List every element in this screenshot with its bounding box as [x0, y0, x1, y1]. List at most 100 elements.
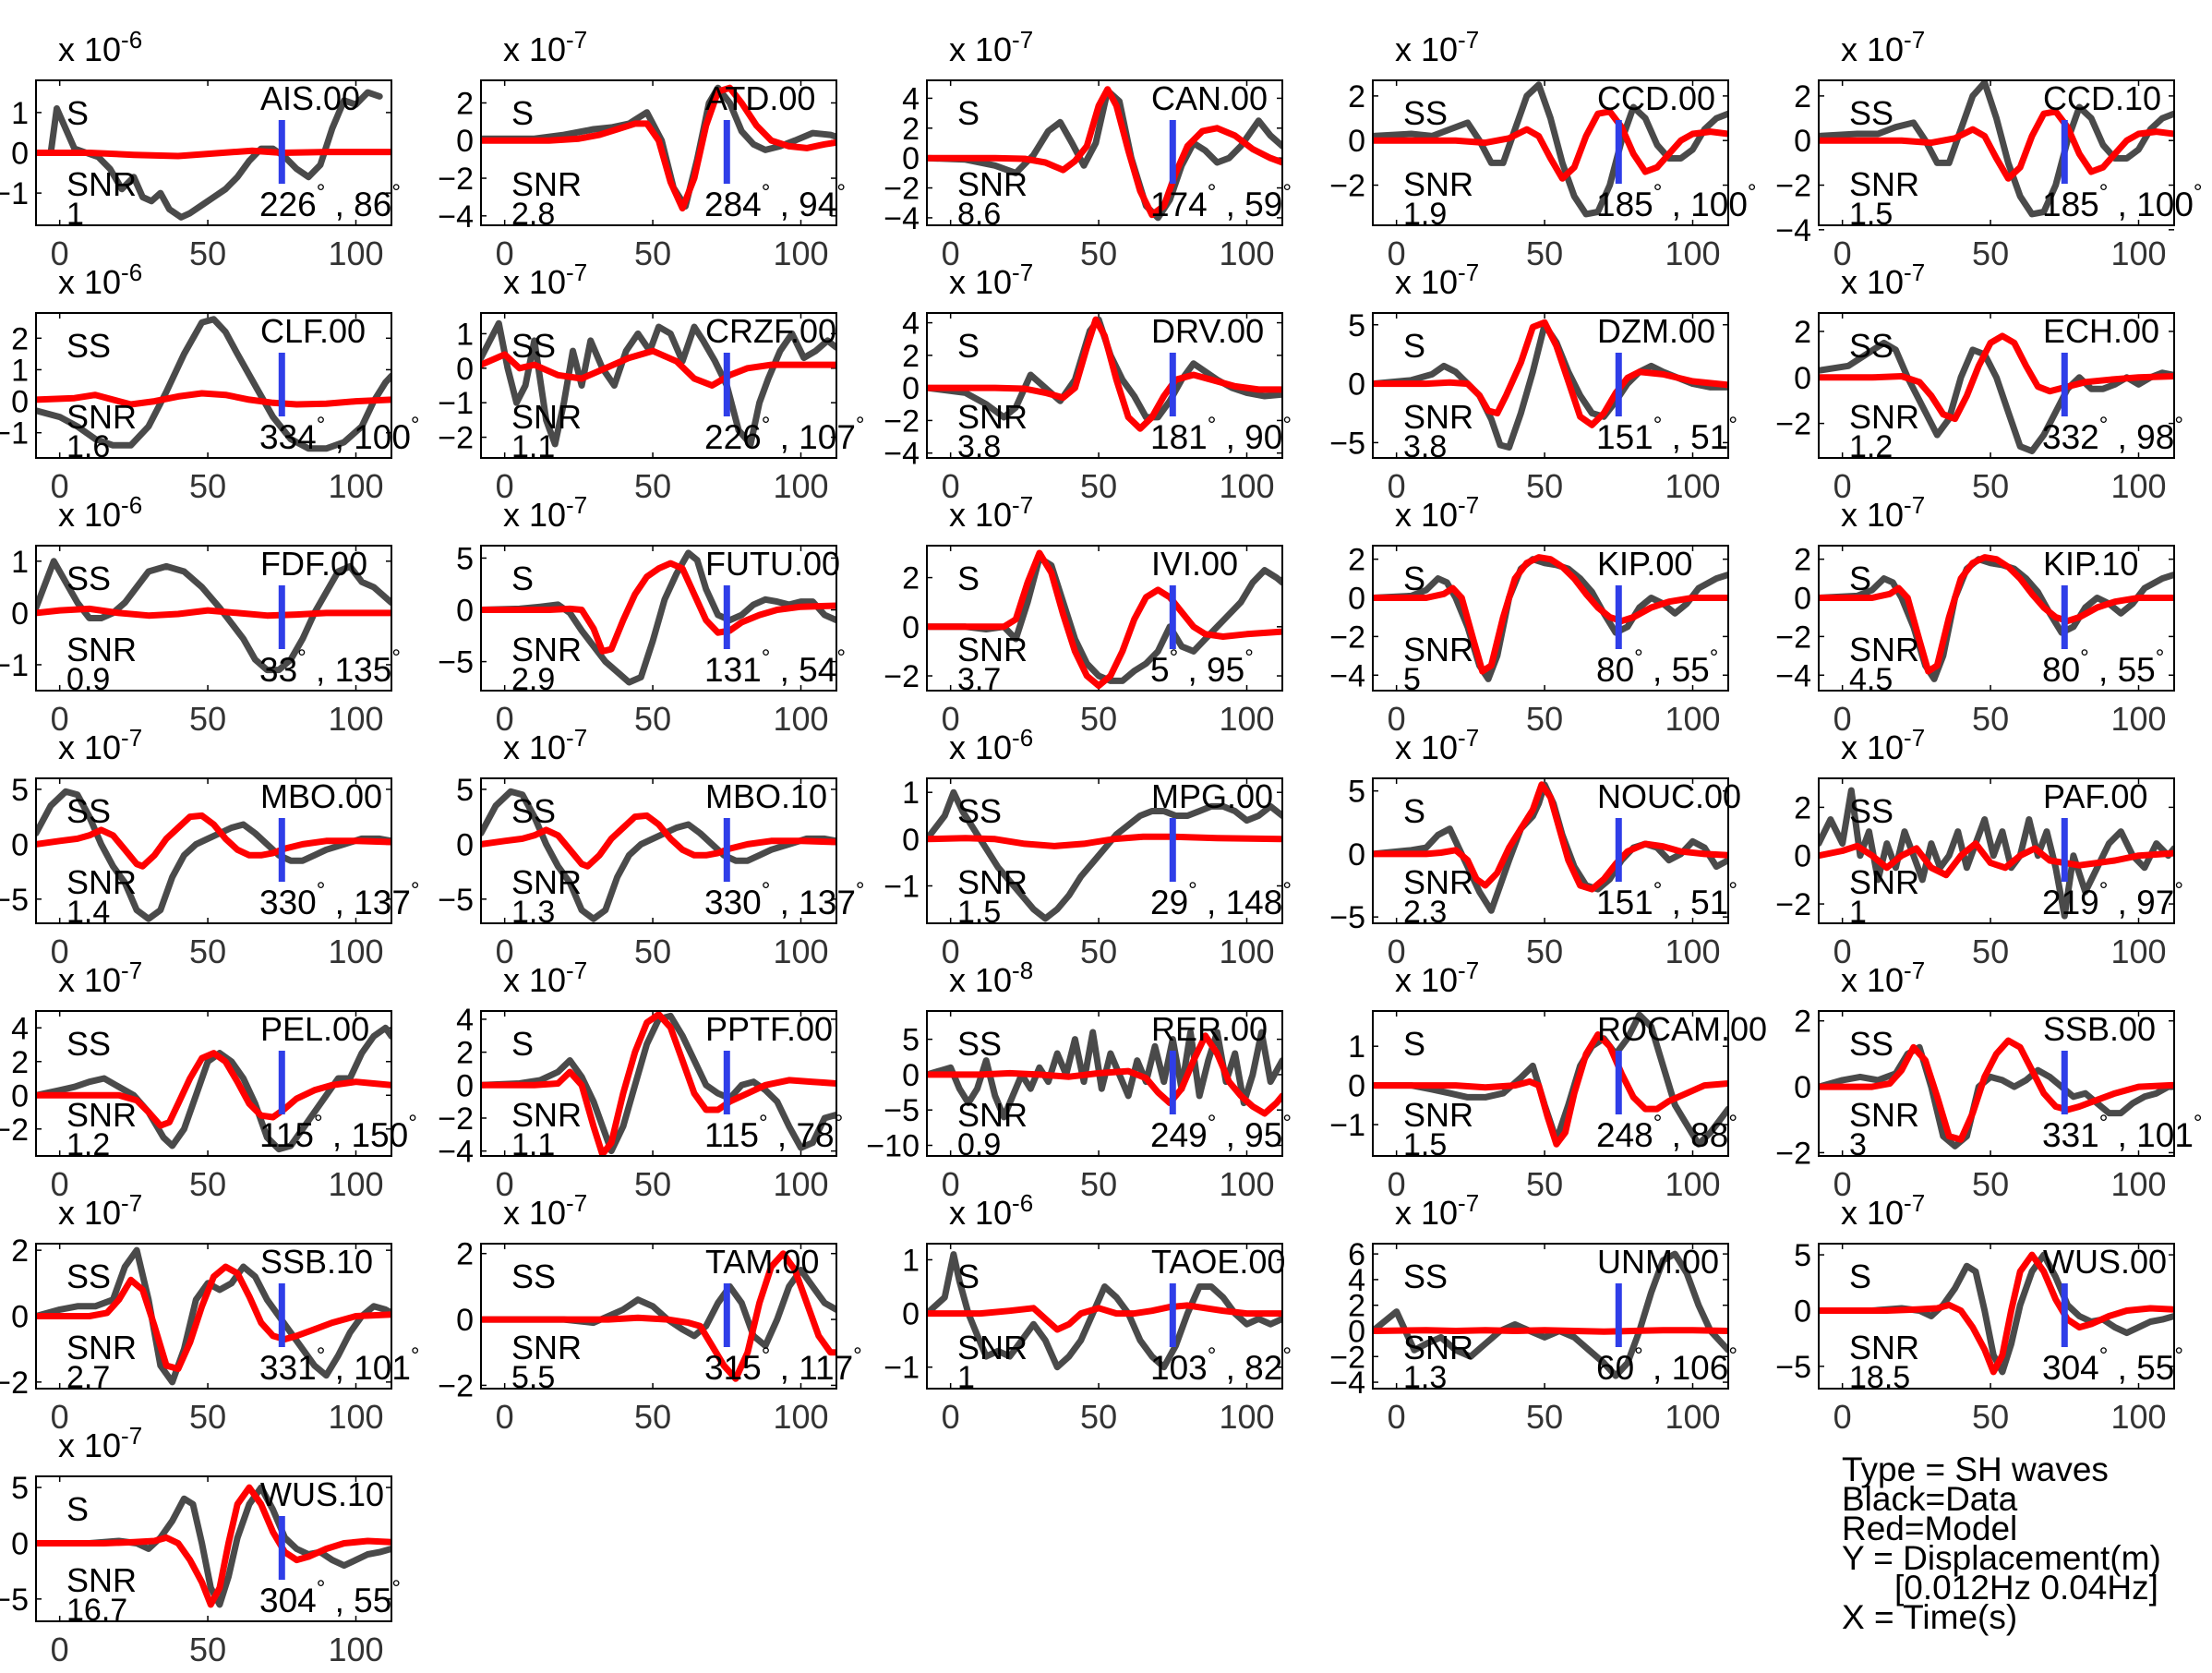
snr-value: 2.3 — [1403, 895, 1447, 930]
station-label: UNM.00 — [1597, 1243, 1719, 1281]
y-tick-label: −5 — [438, 883, 474, 918]
x-tick-label: 100 — [1219, 933, 1274, 970]
data-trace — [1819, 787, 2174, 920]
x-tick-label: 100 — [1665, 235, 1720, 272]
azimuth-distance-label: 330° , 137° — [259, 878, 420, 921]
y-exponent-label: x 10-7 — [949, 491, 1033, 534]
y-tick-label: −2 — [884, 172, 920, 207]
model-trace — [36, 1484, 391, 1608]
azimuth-distance-label: 226° , 107° — [704, 413, 865, 456]
snr-value: 1 — [66, 197, 84, 232]
snr-label: SNR — [66, 1096, 137, 1134]
x-tick-label: 50 — [1972, 933, 2009, 970]
x-tick-label: 0 — [1388, 235, 1406, 272]
phase-label: SS — [66, 1258, 111, 1295]
azimuth-distance-label: 103° , 82° — [1150, 1343, 1292, 1387]
snr-label: SNR — [1403, 631, 1473, 668]
x-tick-label: 0 — [1388, 700, 1406, 738]
azimuth-distance-label: 151° , 51° — [1596, 878, 1737, 921]
snr-label: SNR — [511, 631, 582, 668]
x-tick-label: 0 — [1388, 467, 1406, 505]
phase-label: SS — [1403, 94, 1448, 132]
y-tick-label: 1 — [1348, 1029, 1365, 1065]
snr-value: 2.9 — [511, 662, 555, 697]
x-tick-label: 100 — [773, 235, 828, 272]
y-tick-label: −5 — [884, 1093, 920, 1128]
y-tick-label: 5 — [11, 773, 29, 808]
snr-label: SNR — [511, 398, 582, 436]
snr-value: 16.7 — [66, 1593, 127, 1628]
snr-label: SNR — [66, 1561, 137, 1599]
y-tick-label: −1 — [0, 648, 29, 683]
x-tick-label: 50 — [634, 235, 671, 272]
snr-label: SNR — [1403, 165, 1473, 203]
y-tick-label: 0 — [11, 596, 29, 632]
azimuth-distance-label: 151° , 51° — [1596, 413, 1737, 456]
y-tick-label: 4 — [456, 1003, 474, 1038]
model-trace — [927, 1302, 1282, 1333]
station-label: SSB.10 — [260, 1243, 373, 1281]
y-exponent-label: x 10-7 — [58, 1189, 142, 1232]
station-label: ECH.00 — [2043, 312, 2159, 350]
x-tick-label: 100 — [1219, 467, 1274, 505]
phase-label: S — [1849, 560, 1871, 597]
phase-label: S — [511, 94, 534, 132]
snr-label: SNR — [1403, 398, 1473, 436]
plot-frame — [35, 79, 392, 226]
x-tick-label: 0 — [51, 1165, 69, 1203]
y-tick-label: 0 — [1794, 1070, 1811, 1105]
y-tick-label: −2 — [1329, 1340, 1365, 1375]
x-tick-label: 100 — [2110, 467, 2166, 505]
plot-frame — [926, 1010, 1283, 1157]
plot-frame — [1818, 1010, 2175, 1157]
data-trace — [36, 316, 391, 452]
snr-label: SNR — [1849, 398, 1919, 436]
snr-value: 1.3 — [511, 895, 555, 930]
y-tick-label: 0 — [1348, 582, 1365, 617]
x-tick-label: 50 — [189, 235, 226, 272]
legend-x-unit: X = Time(s) — [1842, 1598, 2018, 1636]
azimuth-distance-label: 174° , 59° — [1150, 180, 1292, 223]
azimuth-distance-label: 115° , 78° — [704, 1111, 843, 1154]
snr-label: SNR — [66, 863, 137, 901]
y-exponent-label: x 10-7 — [1395, 724, 1479, 766]
x-tick-label: 50 — [634, 700, 671, 738]
y-tick-label: 0 — [11, 137, 29, 172]
model-trace — [1819, 554, 2174, 675]
y-tick-label: −2 — [0, 1366, 29, 1401]
y-tick-label: 0 — [1794, 1294, 1811, 1329]
x-tick-label: 100 — [2110, 700, 2166, 738]
x-tick-label: 50 — [189, 700, 226, 738]
snr-value: 1.1 — [511, 1127, 555, 1162]
y-tick-label: 0 — [11, 827, 29, 862]
station-label: CAN.00 — [1151, 79, 1268, 117]
y-tick-label: −2 — [438, 421, 474, 456]
y-tick-label: −4 — [1329, 1366, 1365, 1401]
y-tick-label: 0 — [456, 124, 474, 159]
snr-value: 18.5 — [1849, 1360, 1910, 1395]
y-exponent-label: x 10-7 — [503, 26, 587, 68]
x-tick-label: 0 — [1388, 933, 1406, 970]
y-tick-label: 0 — [456, 352, 474, 387]
x-tick-label: 0 — [1388, 1165, 1406, 1203]
snr-value: 1.5 — [957, 895, 1001, 930]
model-trace — [927, 833, 1282, 849]
plot-frame — [1372, 545, 1729, 692]
y-tick-label: 0 — [902, 1297, 920, 1332]
data-trace — [36, 1484, 391, 1608]
plot-frame — [926, 312, 1283, 459]
y-tick-label: −4 — [884, 201, 920, 236]
x-tick-label: 50 — [1972, 467, 2009, 505]
y-tick-label: 2 — [1794, 79, 1811, 114]
y-exponent-label: x 10-7 — [1395, 259, 1479, 301]
x-tick-label: 0 — [496, 1165, 514, 1203]
